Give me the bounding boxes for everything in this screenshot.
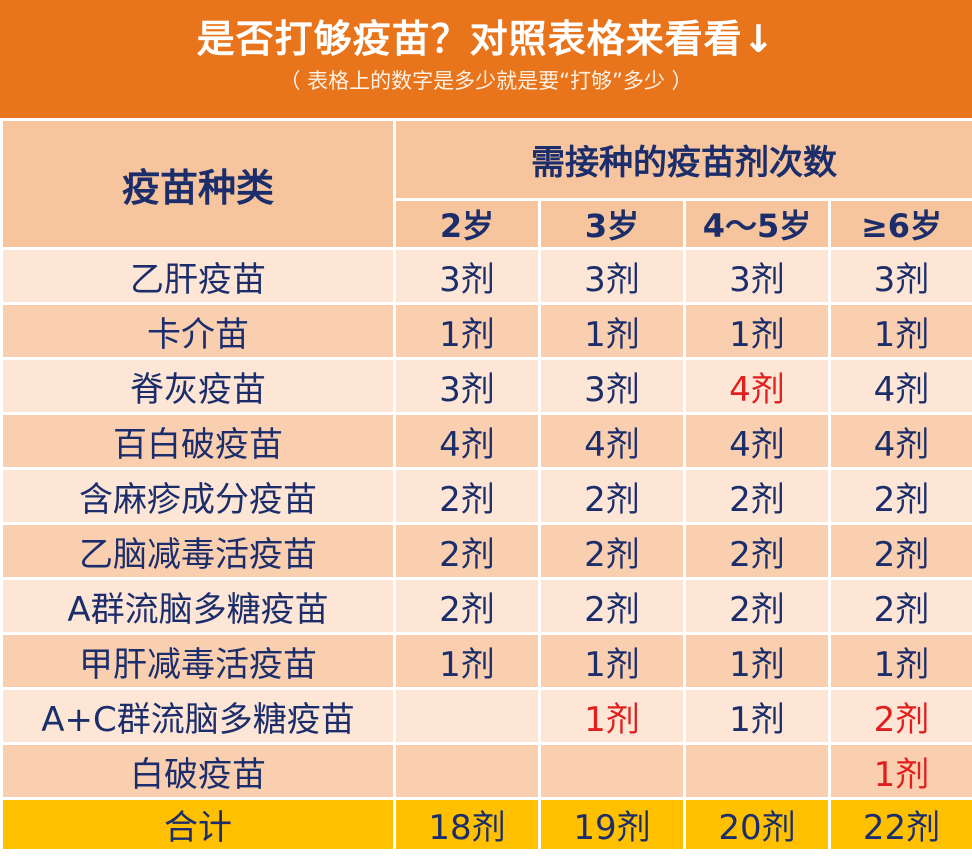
dose-cell: [393, 742, 541, 800]
dose-cell: 2剂: [828, 522, 972, 580]
table-row: 白破疫苗 1剂: [0, 742, 972, 800]
total-cell: 18剂: [393, 797, 541, 852]
dose-cell: 3剂: [538, 357, 686, 415]
dose-cell: 2剂: [538, 522, 686, 580]
table-row: 乙肝疫苗 3剂 3剂 3剂 3剂: [0, 247, 972, 305]
dose-cell: 2剂: [828, 467, 972, 525]
vaccine-type-header: 疫苗种类: [0, 118, 396, 250]
age-header: 2岁: [393, 198, 541, 250]
table-row: A+C群流脑多糖疫苗 1剂 1剂 2剂: [0, 687, 972, 745]
dose-cell: 2剂: [393, 577, 541, 635]
dose-cell: 3剂: [393, 247, 541, 305]
total-cell: 20剂: [683, 797, 831, 852]
vaccine-name: 卡介苗: [0, 302, 396, 360]
dose-cell: 3剂: [683, 247, 831, 305]
dose-cell: 1剂: [828, 302, 972, 360]
dose-cell-highlight: 2剂: [828, 687, 972, 745]
total-label: 合计: [0, 797, 396, 852]
dose-cell: 2剂: [538, 577, 686, 635]
table-row: 甲肝减毒活疫苗 1剂 1剂 1剂 1剂: [0, 632, 972, 690]
dose-cell: 4剂: [683, 412, 831, 470]
dose-cell-highlight: 1剂: [828, 742, 972, 800]
vaccine-dose-table: 疫苗种类 需接种的疫苗剂次数 2岁 3岁 4～5岁 ≥6岁 乙肝疫苗 3剂 3剂…: [0, 118, 972, 852]
total-cell: 22剂: [828, 797, 972, 852]
table-row: A群流脑多糖疫苗 2剂 2剂 2剂 2剂: [0, 577, 972, 635]
dose-cell: 3剂: [393, 357, 541, 415]
dose-cell: 4剂: [538, 412, 686, 470]
age-header: 4～5岁: [683, 198, 831, 250]
page-title: 是否打够疫苗？对照表格来看看↓: [196, 17, 776, 61]
dose-cell: 1剂: [683, 687, 831, 745]
vaccine-name: 乙脑减毒活疫苗: [0, 522, 396, 580]
dose-cell: 1剂: [683, 302, 831, 360]
total-cell: 19剂: [538, 797, 686, 852]
dose-cell: 1剂: [393, 302, 541, 360]
dose-cell: 2剂: [393, 467, 541, 525]
title-banner: 是否打够疫苗？对照表格来看看↓ （ 表格上的数字是多少就是要“打够”多少 ）: [0, 0, 972, 118]
dose-cell: [683, 742, 831, 800]
dose-cell: 2剂: [538, 467, 686, 525]
dose-cell: 2剂: [828, 577, 972, 635]
dose-cell: 2剂: [683, 522, 831, 580]
vaccine-name: 百白破疫苗: [0, 412, 396, 470]
age-header: 3岁: [538, 198, 686, 250]
vaccine-name: A+C群流脑多糖疫苗: [0, 687, 396, 745]
dose-cell: 2剂: [683, 467, 831, 525]
page-subtitle: （ 表格上的数字是多少就是要“打够”多少 ）: [279, 69, 693, 93]
dose-cell: 4剂: [828, 412, 972, 470]
age-header: ≥6岁: [828, 198, 972, 250]
vaccine-name: 乙肝疫苗: [0, 247, 396, 305]
dose-cell: 2剂: [683, 577, 831, 635]
dose-cell: [393, 687, 541, 745]
dose-cell: 1剂: [393, 632, 541, 690]
table-row: 卡介苗 1剂 1剂 1剂 1剂: [0, 302, 972, 360]
dose-cell: 1剂: [828, 632, 972, 690]
dose-cell-highlight: 4剂: [683, 357, 831, 415]
dose-cell: 1剂: [538, 632, 686, 690]
dose-cell: 1剂: [683, 632, 831, 690]
total-row: 合计 18剂 19剂 20剂 22剂: [0, 797, 972, 852]
dose-cell: [538, 742, 686, 800]
vaccine-name: 含麻疹成分疫苗: [0, 467, 396, 525]
dose-cell: 3剂: [828, 247, 972, 305]
vaccine-name: 脊灰疫苗: [0, 357, 396, 415]
dose-count-header: 需接种的疫苗剂次数: [393, 118, 972, 201]
table-row: 乙脑减毒活疫苗 2剂 2剂 2剂 2剂: [0, 522, 972, 580]
dose-cell-highlight: 1剂: [538, 687, 686, 745]
dose-cell: 1剂: [538, 302, 686, 360]
vaccine-name: A群流脑多糖疫苗: [0, 577, 396, 635]
table-row: 含麻疹成分疫苗 2剂 2剂 2剂 2剂: [0, 467, 972, 525]
dose-cell: 3剂: [538, 247, 686, 305]
table-row: 脊灰疫苗 3剂 3剂 4剂 4剂: [0, 357, 972, 415]
dose-cell: 4剂: [393, 412, 541, 470]
vaccine-name: 白破疫苗: [0, 742, 396, 800]
dose-cell: 2剂: [393, 522, 541, 580]
table-row: 百白破疫苗 4剂 4剂 4剂 4剂: [0, 412, 972, 470]
dose-cell: 4剂: [828, 357, 972, 415]
vaccine-name: 甲肝减毒活疫苗: [0, 632, 396, 690]
